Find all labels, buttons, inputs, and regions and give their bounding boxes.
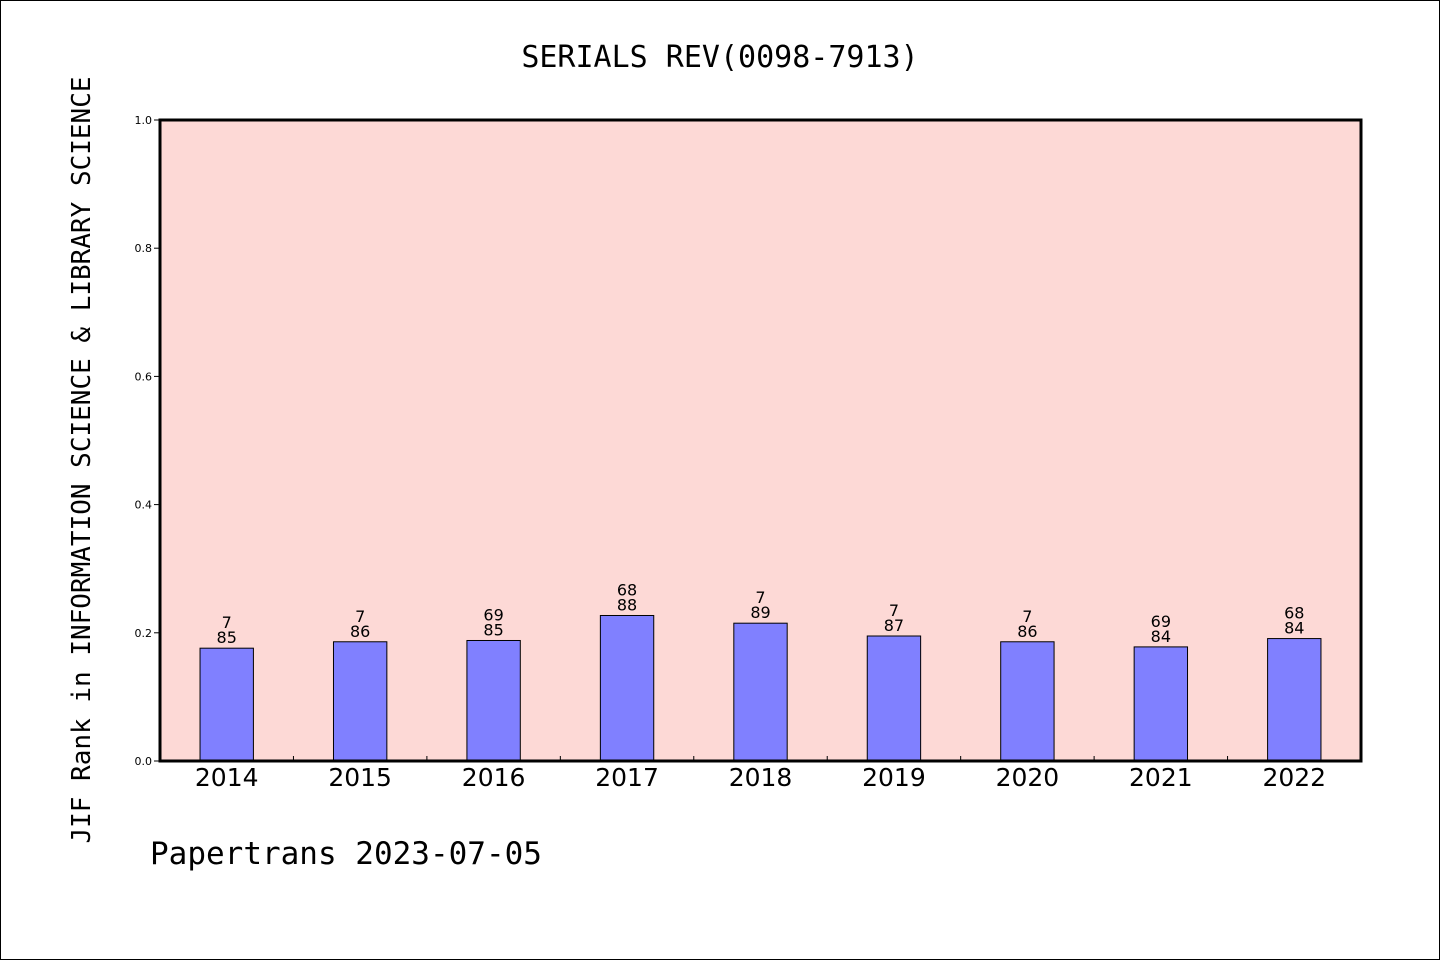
y-axis-ticks: 0.0 0.2 0.4 0.6 0.8 1.0 bbox=[135, 114, 160, 768]
chart-title: SERIALS REV(0098-7913) bbox=[521, 40, 918, 75]
x-tick-label: 2018 bbox=[729, 763, 793, 792]
y-tick-label: 0.6 bbox=[135, 370, 153, 383]
bar-label-top: 68 bbox=[617, 580, 637, 599]
bar-label-bottom: 89 bbox=[750, 603, 770, 622]
x-tick-label: 2022 bbox=[1262, 763, 1326, 792]
bar-label-top: 69 bbox=[1151, 612, 1171, 631]
bar-2019 bbox=[866, 635, 922, 762]
bar-2021 bbox=[1133, 646, 1189, 762]
bar-label-top: 7 bbox=[222, 613, 232, 632]
y-tick-label: 0.8 bbox=[135, 242, 153, 255]
bar-label-top: 7 bbox=[355, 607, 365, 626]
bar-label-bottom: 87 bbox=[884, 616, 904, 635]
x-tick-label: 2015 bbox=[328, 763, 392, 792]
bar-label-bottom: 85 bbox=[483, 620, 503, 639]
x-axis-ticks: 2014 2015 2016 2017 2018 2019 2020 2021 2022 bbox=[195, 756, 1326, 792]
bar-2017 bbox=[599, 614, 655, 762]
bar-2020 bbox=[1000, 641, 1055, 762]
x-tick-label: 2017 bbox=[595, 763, 659, 792]
x-tick-label: 2016 bbox=[462, 763, 526, 792]
x-tick-label: 2020 bbox=[996, 763, 1060, 792]
bars-group bbox=[199, 614, 1322, 762]
y-tick-label: 0.2 bbox=[135, 627, 153, 640]
x-tick-label: 2021 bbox=[1129, 763, 1193, 792]
bar-label-top: 68 bbox=[1284, 604, 1304, 623]
bar-label-bottom: 88 bbox=[617, 595, 637, 614]
bar-label-bottom: 86 bbox=[1017, 622, 1037, 641]
bar-2014 bbox=[199, 647, 254, 762]
bar-label-bottom: 85 bbox=[217, 628, 237, 647]
bar-label-top: 7 bbox=[755, 588, 765, 607]
x-tick-label: 2019 bbox=[862, 763, 926, 792]
bar-label-top: 7 bbox=[889, 601, 899, 620]
bar-label-top: 69 bbox=[483, 605, 503, 624]
bar-2015 bbox=[332, 641, 388, 762]
plot-border bbox=[158, 118, 1363, 763]
bar-label-bottom: 84 bbox=[1284, 619, 1304, 638]
y-tick-label: 0.0 bbox=[135, 755, 153, 768]
bar-label-bottom: 84 bbox=[1151, 627, 1171, 646]
bar-label-bottom: 86 bbox=[350, 622, 370, 641]
y-tick-label: 0.4 bbox=[135, 499, 153, 512]
bar-2022 bbox=[1267, 638, 1322, 762]
bar-label-top: 7 bbox=[1022, 607, 1032, 626]
footer-credit: Papertrans 2023-07-05 bbox=[150, 836, 542, 872]
bar-2018 bbox=[733, 622, 788, 762]
bar-2016 bbox=[466, 639, 521, 762]
y-axis-label: JIF Rank in INFORMATION SCIENCE & LIBRAR… bbox=[67, 76, 97, 843]
y-tick-label: 1.0 bbox=[135, 114, 153, 127]
x-tick-label: 2014 bbox=[195, 763, 259, 792]
